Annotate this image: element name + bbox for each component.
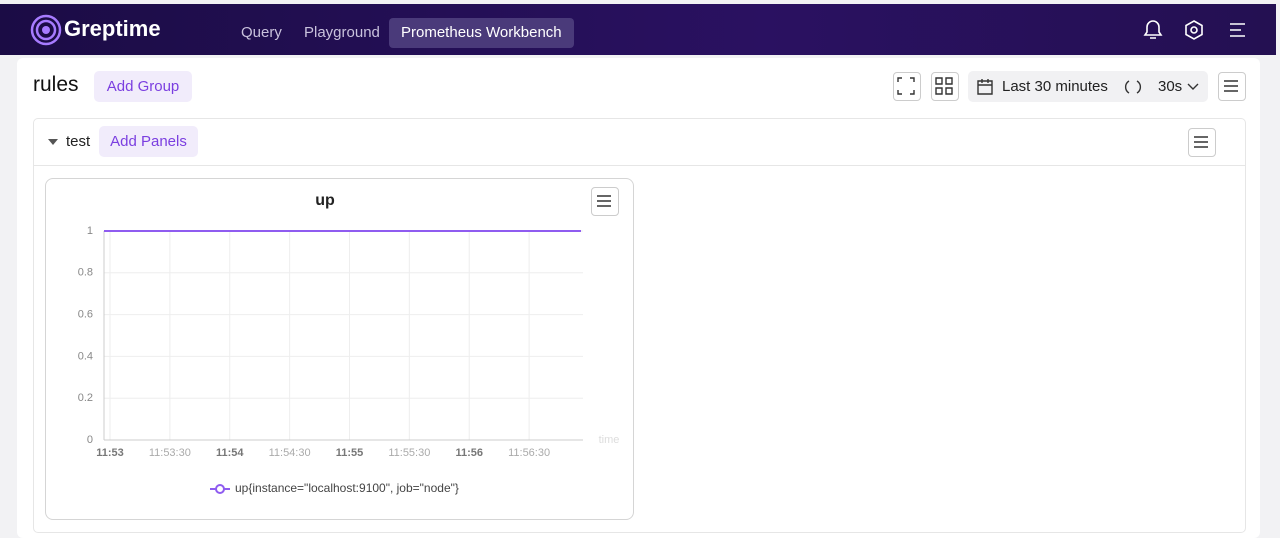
y-tick-label: 0.4	[78, 350, 93, 362]
nav-item[interactable]: Playground	[304, 24, 380, 41]
chart-title: up	[315, 192, 335, 209]
fullscreen-button[interactable]	[893, 72, 921, 101]
x-tick-label: 11:56:30	[508, 447, 550, 459]
icon	[977, 79, 993, 95]
header: Greptime Query Playground Prometheus Wor…	[0, 4, 1276, 55]
header-icons[interactable]	[1140, 17, 1250, 43]
collapse-icon[interactable]	[48, 138, 58, 146]
x-tick-label: 11:54:30	[269, 447, 311, 459]
chart-panel	[45, 178, 634, 520]
x-tick-label: 11:55:30	[388, 447, 430, 459]
legend-marker	[215, 484, 225, 494]
icon	[1187, 83, 1199, 90]
group-divider	[34, 165, 1245, 166]
logo: Greptime	[64, 16, 161, 41]
refresh-interval[interactable]: 30s	[1158, 78, 1183, 95]
add-panels-button[interactable]: Add Panels	[99, 126, 198, 157]
legend-label[interactable]: up{instance="localhost:9100", job="node"…	[235, 481, 459, 495]
layout-button[interactable]	[931, 72, 959, 101]
x-axis-label: time	[599, 434, 620, 446]
y-tick-label: 0.6	[78, 309, 93, 321]
x-tick-label: 11:53:30	[149, 447, 191, 459]
add-group-button[interactable]: Add Group	[94, 71, 192, 102]
y-tick-label: 0.2	[78, 392, 93, 404]
y-tick-label: 0.8	[78, 267, 93, 279]
icon	[1224, 80, 1238, 92]
icon	[597, 195, 611, 207]
icon	[897, 77, 915, 95]
x-tick-label: 11:54	[216, 447, 244, 459]
time-range[interactable]: Last 30 minutes	[1002, 78, 1108, 95]
x-tick-label: 11:55	[336, 447, 364, 459]
x-tick-label: 11:53	[96, 447, 124, 459]
icon	[935, 77, 953, 95]
nav-item[interactable]: Prometheus Workbench	[389, 18, 574, 48]
logo-icon	[30, 14, 62, 46]
group-panel	[33, 118, 1246, 533]
y-tick-label: 0	[87, 434, 93, 446]
x-tick-label: 11:56	[455, 447, 483, 459]
icon	[1124, 80, 1142, 94]
nav-item[interactable]: Query	[241, 24, 282, 41]
page-title: rules	[33, 73, 79, 96]
group-name: test	[66, 133, 91, 150]
time-controls	[968, 71, 1208, 102]
icon	[1194, 136, 1208, 148]
y-tick-label: 1	[87, 225, 93, 237]
